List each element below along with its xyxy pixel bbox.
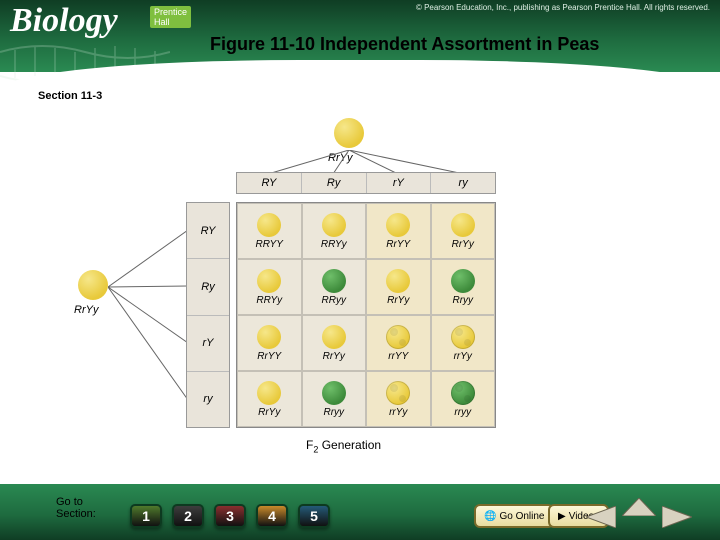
gamete-top-1: Ry	[302, 173, 367, 193]
logo-text: Biology	[10, 2, 118, 39]
pea-icon	[386, 213, 410, 237]
gamete-left-2: rY	[187, 316, 229, 372]
figure-content: RrYy RrYy RY Ry rY ry RY Ry rY ry RRYYRR…	[0, 110, 720, 480]
punnett-cell: RRYY	[237, 203, 302, 259]
punnett-square: RRYY RRYy RrYY RrYy RRYy RRyy RrYy Rryy RrYY RrYy…	[236, 202, 496, 428]
genotype-label: RrYy	[323, 351, 345, 362]
punnett-cell: RrYy	[366, 259, 431, 315]
nav-up-button[interactable]	[622, 498, 656, 516]
go-online-label: Go Online	[499, 511, 544, 522]
gamete-row-left: RY Ry rY ry	[186, 202, 230, 428]
gamete-lines-top	[236, 150, 496, 174]
genotype-label: RrYy	[258, 407, 280, 418]
punnett-cell: rryy	[431, 371, 496, 427]
genotype-label: RRYy	[321, 239, 347, 250]
punnett-cell: rrYy	[431, 315, 496, 371]
logo-subbrand: Prentice Hall	[150, 6, 191, 28]
pea-icon	[257, 325, 281, 349]
genotype-label: RrYy	[387, 295, 409, 306]
punnett-cell: RrYY	[237, 315, 302, 371]
punnett-cell: RrYy	[237, 371, 302, 427]
go-online-button[interactable]: 🌐 Go Online	[474, 504, 554, 528]
section-button-4[interactable]: 4	[256, 504, 288, 528]
pea-icon	[451, 213, 475, 237]
genotype-label: Rryy	[323, 407, 344, 418]
f2-generation-label: F2 Generation	[306, 438, 381, 454]
section-button-3[interactable]: 3	[214, 504, 246, 528]
punnett-cell: RrYy	[302, 315, 367, 371]
section-button-2[interactable]: 2	[172, 504, 204, 528]
pea-icon	[386, 325, 410, 349]
pea-icon	[322, 325, 346, 349]
nav-next-button[interactable]	[662, 506, 692, 528]
nav-prev-button[interactable]	[586, 506, 616, 528]
gamete-top-2: rY	[367, 173, 432, 193]
pea-icon	[257, 269, 281, 293]
pea-icon	[322, 269, 346, 293]
punnett-cell: RRyy	[302, 259, 367, 315]
punnett-cell: Rryy	[431, 259, 496, 315]
punnett-cell: RRYy	[237, 259, 302, 315]
pea-icon	[322, 381, 346, 405]
gamete-left-1: Ry	[187, 259, 229, 315]
pea-icon	[322, 213, 346, 237]
section-label: Section 11-3	[38, 90, 102, 102]
genotype-label: RrYY	[257, 351, 281, 362]
gamete-lines-left	[108, 202, 188, 428]
punnett-cell: Rryy	[302, 371, 367, 427]
nav-arrow-cluster	[586, 498, 696, 532]
genotype-label: RRYy	[256, 295, 282, 306]
punnett-cell: RrYY	[366, 203, 431, 259]
gamete-top-0: RY	[237, 173, 302, 193]
gamete-left-0: RY	[187, 203, 229, 259]
punnett-cell: rrYY	[366, 315, 431, 371]
pea-icon	[451, 269, 475, 293]
gamete-top-3: ry	[431, 173, 495, 193]
pea-icon	[257, 381, 281, 405]
figure-title: Figure 11-10 Independent Assortment in P…	[210, 34, 599, 55]
pea-icon	[386, 269, 410, 293]
parent-left-genotype: RrYy	[74, 304, 98, 316]
play-icon: ▶	[558, 511, 566, 522]
pea-icon	[451, 381, 475, 405]
gamete-row-top: RY Ry rY ry	[236, 172, 496, 194]
punnett-cell: RrYy	[431, 203, 496, 259]
goto-section-label: Go toSection:	[56, 496, 96, 520]
pea-icon	[257, 213, 281, 237]
pea-icon	[451, 325, 475, 349]
logo: Biology Prentice Hall	[10, 2, 118, 40]
globe-icon: 🌐	[484, 511, 496, 522]
section-button-5[interactable]: 5	[298, 504, 330, 528]
genotype-label: rrYy	[454, 351, 472, 362]
punnett-cell: rrYy	[366, 371, 431, 427]
section-button-1[interactable]: 1	[130, 504, 162, 528]
genotype-label: Rryy	[452, 295, 473, 306]
genotype-label: rryy	[454, 407, 471, 418]
genotype-label: RRYY	[256, 239, 283, 250]
genotype-label: RRyy	[322, 295, 346, 306]
genotype-label: rrYY	[388, 351, 408, 362]
genotype-label: rrYy	[389, 407, 407, 418]
parent-pea-top	[334, 118, 364, 148]
genotype-label: RrYy	[452, 239, 474, 250]
genotype-label: RrYY	[386, 239, 410, 250]
copyright-text: © Pearson Education, Inc., publishing as…	[416, 3, 710, 12]
pea-icon	[386, 381, 410, 405]
punnett-cell: RRYy	[302, 203, 367, 259]
gamete-left-3: ry	[187, 372, 229, 427]
parent-pea-left	[78, 270, 108, 300]
